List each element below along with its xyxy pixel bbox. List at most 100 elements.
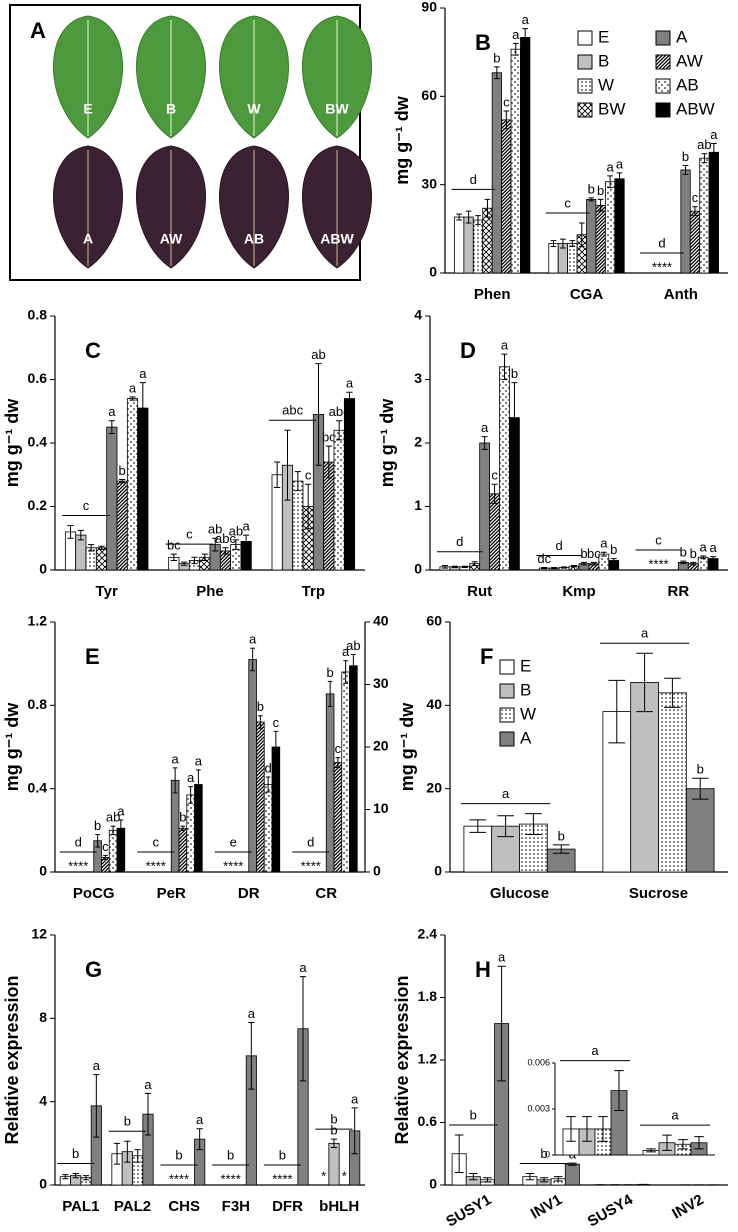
panel-label: H	[475, 957, 491, 982]
bar	[349, 665, 358, 873]
bar	[95, 547, 108, 571]
error-bar	[299, 976, 307, 1082]
leaf: E	[53, 15, 123, 139]
significance-letter: b	[94, 818, 101, 833]
error-bar	[568, 1162, 577, 1166]
y-tick-label: 30	[421, 175, 437, 191]
error-bar	[180, 825, 186, 831]
error-bar	[72, 1173, 79, 1179]
group-letter: a	[671, 1108, 679, 1123]
error-bar	[588, 197, 595, 202]
error-bar	[691, 777, 709, 800]
bar	[564, 1163, 580, 1186]
y-tick-label: 0.8	[28, 307, 48, 323]
error-bar	[274, 461, 281, 488]
significance-letter: a	[93, 1058, 101, 1073]
legend-label: W	[520, 704, 536, 723]
error-bar	[170, 553, 177, 561]
panel-label: E	[85, 644, 100, 669]
x-tick-label: RR	[667, 583, 689, 600]
significance-letter: dc	[537, 551, 551, 566]
y-tick-label: 60	[421, 87, 437, 103]
group-letter: c	[564, 195, 571, 210]
error-bar	[451, 565, 458, 568]
error-bar	[110, 825, 116, 835]
leaf: A	[53, 145, 123, 269]
group-letter: d	[75, 834, 82, 849]
error-bar	[552, 844, 570, 854]
legend-swatch	[499, 731, 515, 747]
bar	[708, 151, 719, 274]
legend-label: AW	[676, 51, 703, 70]
bar	[689, 210, 701, 274]
y-tick-label: 4	[39, 1092, 47, 1108]
significance-letter: bc	[167, 538, 181, 553]
significance-letter: bc	[587, 546, 601, 561]
x-tick-label: INV1	[528, 1191, 565, 1222]
significance-letter: a	[117, 803, 125, 818]
y2-tick-label: 40	[373, 613, 389, 629]
bar	[479, 442, 490, 571]
error-bar	[582, 1116, 592, 1142]
significance-letter: b	[682, 149, 689, 164]
significance-letter: bc	[322, 430, 336, 445]
bar	[178, 827, 188, 873]
significance-letter: a	[243, 519, 251, 534]
significance-letter: c	[273, 715, 280, 730]
bar	[567, 243, 578, 274]
significance-letter: ab	[311, 347, 325, 362]
y-tick-label: 2	[414, 434, 422, 450]
bar	[463, 825, 493, 873]
error-bar	[273, 730, 279, 764]
y-axis-label: mg g⁻¹ dw	[2, 398, 22, 487]
legend-label: AB	[676, 75, 699, 94]
group-letter: b	[124, 1114, 131, 1129]
bar	[333, 429, 345, 571]
error-bar	[294, 471, 301, 492]
significance-letter: a	[248, 1006, 256, 1021]
bar	[604, 181, 616, 274]
significance-letter: abc	[215, 531, 236, 546]
leaf: AB	[219, 145, 289, 269]
panel-label: F	[480, 644, 493, 669]
x-tick-label: Sucrose	[629, 885, 688, 902]
bar	[108, 829, 118, 873]
group-letter: e	[230, 834, 237, 849]
y-tick-label: 0.2	[28, 497, 48, 513]
significance-letter: a	[522, 12, 530, 27]
legend-swatch	[577, 30, 593, 46]
x-tick-label: Phen	[474, 286, 511, 303]
bar	[116, 480, 128, 571]
significance-letter: a	[709, 540, 717, 555]
leaf-label: W	[247, 101, 261, 117]
x-tick-label: SUSY4	[585, 1191, 637, 1231]
error-bar	[327, 680, 333, 707]
y-tick-label: 0	[434, 863, 442, 879]
error-bar	[181, 561, 188, 566]
error-bar	[196, 1128, 203, 1151]
x-tick-label: PAL1	[62, 1198, 99, 1215]
error-bar	[682, 165, 689, 175]
significance-letter: a	[498, 950, 506, 965]
significance-letter: b	[511, 366, 518, 381]
significance-letter: *	[342, 1168, 347, 1183]
error-bar	[580, 561, 587, 566]
error-bar	[590, 561, 597, 566]
y-axis-label: Relative expression	[392, 975, 412, 1144]
error-bar	[690, 561, 697, 566]
error-bar	[95, 834, 100, 848]
y-tick-label: 0.6	[418, 1113, 438, 1129]
error-bar	[614, 1070, 624, 1112]
x-tick-label: SUSY1	[443, 1191, 494, 1230]
group-letter: a	[641, 626, 649, 641]
legend-label: B	[520, 680, 531, 699]
significance-letter: d	[265, 760, 272, 775]
group-letter: b	[72, 1146, 79, 1161]
x-tick-label: PeR	[157, 885, 186, 902]
error-bar	[330, 1138, 338, 1148]
significance-letter: a	[342, 644, 350, 659]
significance-letter: b	[697, 762, 704, 777]
panel-label: B	[475, 30, 491, 55]
error-bar	[243, 534, 250, 549]
x-tick-label: CGA	[570, 286, 604, 303]
